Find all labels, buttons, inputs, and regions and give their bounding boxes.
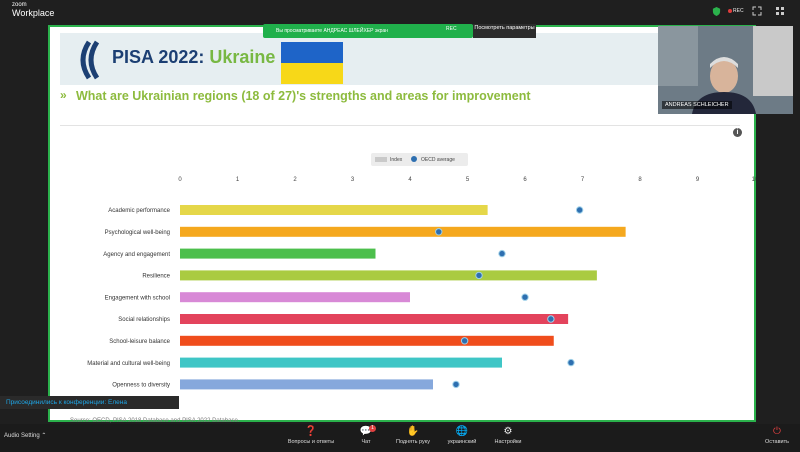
index-bar bbox=[180, 314, 569, 324]
view-options-button[interactable]: Посмотреть параметры bbox=[473, 24, 536, 38]
banner-rec-label[interactable]: REC bbox=[446, 26, 457, 32]
oecd-average-dot bbox=[498, 249, 506, 258]
x-tick-label: 8 bbox=[638, 177, 642, 183]
chart-legend: Index OECD average bbox=[371, 153, 468, 166]
ukraine-flag-blue bbox=[281, 42, 343, 63]
info-icon[interactable]: i bbox=[733, 128, 742, 137]
fullscreen-icon[interactable] bbox=[752, 6, 762, 16]
x-tick-label: 4 bbox=[408, 177, 412, 183]
qa-icon: ❓ bbox=[304, 426, 318, 437]
globe-icon: 🌐 bbox=[455, 426, 469, 437]
speaker-name: ANDREAS SCHLEICHER bbox=[662, 101, 732, 109]
leave-button[interactable]: ⏻ Оставить bbox=[759, 426, 795, 445]
x-tick-label: 10 bbox=[752, 177, 756, 183]
legend-index-label: Index bbox=[390, 156, 403, 163]
oecd-average-dot bbox=[567, 358, 575, 367]
index-bar bbox=[180, 335, 554, 346]
category-label: Openness to diversity bbox=[112, 383, 170, 389]
join-notification: Присоединились к конференции: Елена bbox=[0, 396, 179, 409]
oecd-average-dot bbox=[547, 315, 555, 323]
grid-view-icon[interactable] bbox=[775, 6, 785, 16]
interpretation-button[interactable]: 🌐 украинский bbox=[440, 426, 484, 445]
category-label: Engagement with school bbox=[105, 295, 170, 301]
oecd-average-dot bbox=[452, 380, 460, 389]
audio-setting-button[interactable]: Audio Setting ⌃ bbox=[4, 433, 47, 439]
legend-oecd-dot bbox=[411, 156, 417, 162]
index-bar bbox=[180, 205, 488, 215]
x-tick-label: 0 bbox=[178, 177, 182, 183]
x-tick-label: 6 bbox=[523, 177, 527, 183]
x-tick-label: 7 bbox=[581, 177, 585, 183]
shared-screen bbox=[48, 25, 756, 422]
x-tick-label: 1 bbox=[236, 177, 240, 183]
recording-label: REC bbox=[733, 8, 744, 14]
legend-index-swatch bbox=[375, 157, 387, 162]
chart-source: Source: OECD, PISA 2018 Database and PIS… bbox=[70, 418, 240, 424]
x-tick-label: 3 bbox=[351, 177, 355, 183]
index-bar bbox=[180, 379, 433, 390]
divider bbox=[60, 125, 740, 126]
slide-subtitle: What are Ukrainian regions (18 of 27)'s … bbox=[76, 89, 531, 103]
leave-icon: ⏻ bbox=[773, 426, 781, 437]
index-bar bbox=[180, 248, 376, 259]
slide-header bbox=[60, 33, 740, 85]
subtitle-chevron-icon: » bbox=[60, 88, 67, 102]
share-banner: Вы просматриваете АНДРЕАС ШЛЕЙХЕР экран bbox=[263, 24, 473, 38]
security-shield-icon[interactable] bbox=[712, 7, 721, 16]
bottom-toolbar bbox=[0, 424, 800, 452]
speaker-video[interactable] bbox=[658, 26, 793, 114]
oecd-average-dot bbox=[435, 228, 443, 236]
raise-hand-button[interactable]: ✋ Поднять руку bbox=[388, 426, 438, 445]
category-label: Academic performance bbox=[108, 208, 170, 214]
category-label: Material and cultural well-being bbox=[87, 361, 170, 367]
gear-icon: ⚙ bbox=[503, 426, 513, 437]
ukraine-flag-yellow bbox=[281, 63, 343, 84]
oecd-average-dot bbox=[521, 293, 529, 301]
qa-button[interactable]: ❓ Вопросы и ответы bbox=[281, 426, 341, 445]
x-tick-label: 5 bbox=[466, 177, 470, 183]
x-tick-label: 9 bbox=[696, 177, 700, 183]
category-label: Social relationships bbox=[118, 317, 170, 323]
zoom-workplace-logo: zoom Workplace bbox=[12, 2, 55, 18]
oecd-average-dot bbox=[575, 206, 584, 214]
chat-badge: 1 bbox=[369, 425, 376, 432]
category-label: Psychological well-being bbox=[105, 230, 170, 236]
category-label: Resilience bbox=[142, 274, 170, 280]
legend-oecd-label: OECD average bbox=[421, 156, 455, 163]
settings-button[interactable]: ⚙ Настройки bbox=[486, 426, 530, 445]
raise-hand-icon: ✋ bbox=[406, 426, 420, 437]
oecd-logo bbox=[80, 40, 100, 80]
slide-title: PISA 2022: Ukraine bbox=[112, 47, 276, 67]
index-bar bbox=[180, 270, 597, 281]
x-tick-label: 2 bbox=[293, 177, 297, 183]
index-bar bbox=[180, 226, 626, 237]
chat-button[interactable]: 💬 Чат bbox=[352, 426, 380, 445]
bar-chart: 0 1 2 3 4 5 6 7 8 9 10 Academic performance Psycholo… bbox=[87, 177, 756, 390]
category-label: Agency and engagement bbox=[103, 252, 170, 258]
category-label: School-leisure balance bbox=[109, 339, 170, 345]
oecd-average-dot bbox=[460, 337, 469, 345]
speaker-avatar bbox=[658, 26, 793, 114]
index-bar bbox=[180, 292, 410, 303]
top-bar bbox=[0, 0, 800, 24]
oecd-average-dot bbox=[475, 271, 483, 280]
recording-indicator-icon bbox=[728, 9, 732, 13]
index-bar bbox=[180, 357, 502, 368]
chat-icon: 💬 bbox=[359, 426, 373, 437]
